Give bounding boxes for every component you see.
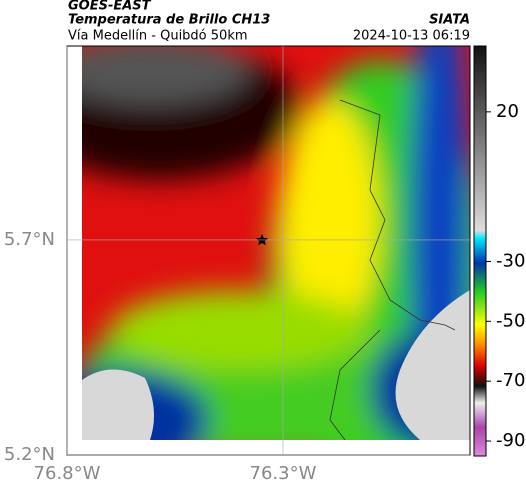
agency: SIATA: [429, 13, 470, 28]
source: GOES-EAST: [68, 0, 152, 14]
colorbar-tick-label: -30: [496, 250, 525, 271]
colorbar: [473, 45, 487, 457]
subtitle: Vía Medellín - Quibdó 50km: [68, 29, 248, 44]
colorbar-tick-label: -90: [496, 430, 525, 451]
y-tick-label: 5.7°N: [4, 229, 55, 250]
y-tick-label: 5.2°N: [4, 444, 55, 465]
satellite-field: [67, 46, 470, 455]
x-tick-label: 76.8°W: [34, 463, 101, 484]
colorbar-tick-label: -50: [496, 310, 525, 331]
colorbar-tick-label: -70: [496, 370, 525, 391]
timestamp: 2024-10-13 06:19: [353, 29, 470, 44]
title: Temperatura de Brillo CH13: [68, 13, 270, 28]
colorbar-tick-label: 20: [496, 101, 519, 122]
x-tick-label: 76.3°W: [250, 463, 317, 484]
